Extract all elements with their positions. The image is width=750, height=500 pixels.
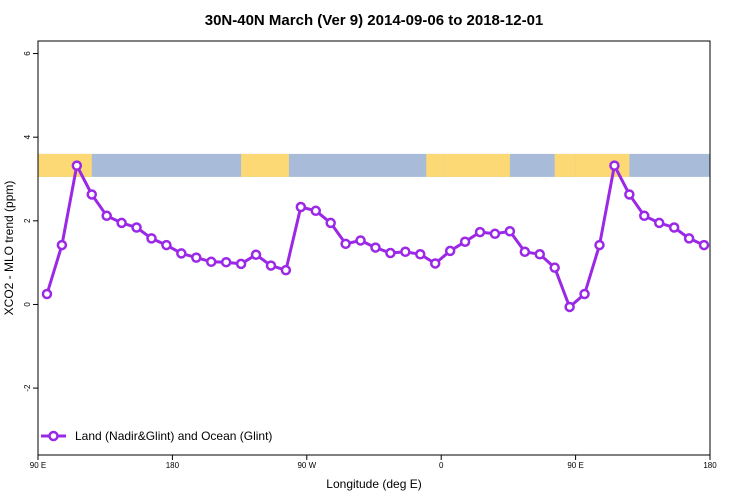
data-point bbox=[385, 247, 396, 259]
x-tick-label: 0 bbox=[439, 461, 444, 470]
data-point bbox=[355, 235, 366, 246]
data-point bbox=[534, 249, 546, 260]
plot-frame bbox=[37, 40, 711, 456]
map-land-block bbox=[575, 153, 630, 177]
data-point bbox=[489, 228, 501, 240]
data-point bbox=[624, 189, 635, 200]
data-point bbox=[639, 210, 650, 222]
map-land-block bbox=[38, 153, 92, 177]
data-point bbox=[205, 256, 217, 268]
series-line bbox=[45, 164, 706, 309]
data-point bbox=[698, 239, 710, 251]
legend-marker bbox=[48, 430, 59, 442]
data-point bbox=[191, 252, 202, 263]
series-layer bbox=[41, 160, 710, 313]
data-point bbox=[41, 288, 53, 300]
data-point bbox=[161, 239, 172, 251]
data-point bbox=[668, 222, 680, 233]
data-point bbox=[86, 189, 98, 200]
data-point bbox=[310, 205, 322, 217]
chart-title: 30N-40N March (Ver 9) 2014-09-06 to 2018… bbox=[205, 12, 544, 29]
x-axis: 90 E 180 90 W 0 90 E 180 bbox=[30, 455, 717, 470]
data-point bbox=[683, 233, 695, 244]
data-point bbox=[519, 246, 531, 258]
data-point bbox=[116, 217, 127, 229]
legend-label: Land (Nadir&Glint) and Ocean (Glint) bbox=[75, 429, 272, 443]
data-point bbox=[131, 222, 142, 233]
data-point bbox=[564, 301, 575, 313]
data-point bbox=[325, 217, 336, 229]
legend: Land (Nadir&Glint) and Ocean (Glint) bbox=[41, 429, 272, 443]
y-tick-label: 0 bbox=[23, 302, 32, 307]
map-land-block bbox=[444, 153, 510, 177]
data-point bbox=[429, 258, 441, 269]
data-point bbox=[370, 242, 381, 253]
data-point bbox=[594, 239, 605, 251]
data-point bbox=[504, 226, 516, 237]
data-point bbox=[176, 248, 187, 259]
x-tick-label: 180 bbox=[703, 461, 717, 470]
data-point bbox=[101, 210, 112, 222]
map-strip bbox=[38, 153, 710, 177]
data-point bbox=[415, 249, 426, 260]
y-tick-label: 4 bbox=[23, 134, 32, 139]
y-tick-label: 2 bbox=[23, 218, 32, 223]
x-axis-label: Longitude (deg E) bbox=[326, 477, 421, 491]
data-point bbox=[400, 246, 411, 258]
map-strip-ocean bbox=[38, 153, 710, 177]
map-land-block bbox=[554, 153, 576, 177]
y-axis-label: XCO2 - MLO trend (ppm) bbox=[2, 181, 16, 316]
data-point bbox=[146, 233, 157, 244]
data-point bbox=[280, 264, 292, 276]
x-tick-label: 90 E bbox=[567, 461, 583, 470]
x-tick-label: 90 W bbox=[297, 461, 316, 470]
y-tick-label: 6 bbox=[23, 51, 32, 56]
data-point bbox=[265, 260, 277, 271]
data-point bbox=[220, 256, 232, 268]
data-point bbox=[71, 160, 83, 171]
data-point bbox=[579, 288, 590, 300]
y-tick-label: -2 bbox=[23, 384, 32, 392]
data-point bbox=[474, 226, 486, 238]
map-land-block bbox=[241, 153, 289, 177]
data-point bbox=[250, 249, 262, 260]
data-point bbox=[340, 238, 351, 250]
data-point bbox=[459, 236, 471, 247]
data-point bbox=[653, 217, 665, 229]
data-point bbox=[549, 262, 560, 273]
data-point bbox=[444, 245, 456, 257]
x-tick-label: 180 bbox=[166, 461, 180, 470]
data-point bbox=[235, 258, 247, 270]
data-point bbox=[295, 201, 307, 213]
map-land-block bbox=[426, 153, 445, 177]
data-point bbox=[609, 160, 620, 171]
data-point bbox=[56, 239, 68, 251]
y-axis: -2 0 2 4 6 bbox=[23, 51, 38, 392]
x-tick-label: 90 E bbox=[30, 461, 46, 470]
